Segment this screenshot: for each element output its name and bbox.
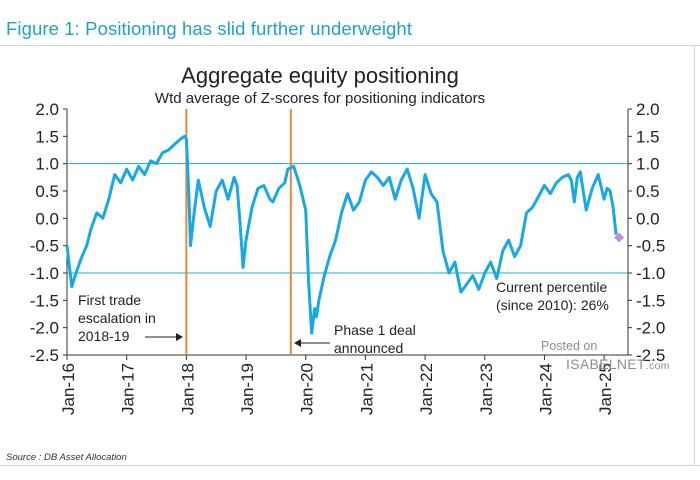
x-tick-label: Jan-19 — [238, 363, 257, 415]
y-tick-label-left: -0.5 — [30, 237, 59, 256]
x-tick-label: Jan-18 — [178, 363, 197, 415]
series-line — [65, 134, 618, 335]
header-divider — [0, 45, 700, 46]
x-tick-label: Jan-22 — [417, 363, 436, 415]
watermark-suffix: .com — [645, 360, 670, 372]
y-tick-label-right: -2.5 — [636, 346, 665, 365]
x-tick-label: Jan-23 — [477, 363, 496, 415]
figure-title: Figure 1: Positioning has slid further u… — [6, 18, 413, 39]
y-tick-label-right: 0.0 — [636, 209, 660, 228]
y-tick-label-left: 0.5 — [35, 182, 59, 201]
y-tick-label-right: -0.5 — [636, 237, 665, 256]
annotation-phase1-arrowhead — [294, 339, 301, 347]
y-tick-label-right: 0.5 — [636, 182, 660, 201]
annotation-trade-arrowhead — [176, 333, 183, 341]
x-tick-label: Jan-24 — [536, 363, 555, 415]
annotation-phase1-line: Phase 1 deal — [334, 322, 416, 338]
x-tick-label: Jan-17 — [119, 363, 138, 415]
source-note: Source : DB Asset Allocation — [6, 452, 127, 463]
annotation-trade-line: First trade — [78, 292, 141, 308]
y-tick-label-left: 2.0 — [35, 100, 59, 119]
watermark-brand: ISABELNET.com — [566, 356, 670, 372]
annotation-phase1-line: announced — [334, 340, 403, 356]
y-tick-label-left: 1.0 — [35, 155, 59, 174]
chart-title: Aggregate equity positioning — [181, 63, 459, 88]
annotation-trade-line: escalation in — [78, 310, 156, 326]
y-tick-label-left: -1.5 — [30, 291, 59, 310]
annotation-current-line: Current percentile — [496, 279, 607, 295]
right-border — [694, 45, 695, 465]
annotation-current-line: (since 2010): 26% — [496, 297, 609, 313]
x-tick-label: Jan-16 — [59, 363, 78, 415]
y-tick-label-left: -1.0 — [30, 264, 59, 283]
y-tick-label-left: -2.5 — [30, 346, 59, 365]
y-tick-label-right: 2.0 — [636, 100, 660, 119]
footer-divider — [0, 465, 700, 466]
y-tick-label-right: 1.5 — [636, 127, 660, 146]
chart-subtitle: Wtd average of Z-scores for positioning … — [154, 90, 486, 107]
x-tick-label: Jan-20 — [298, 363, 317, 415]
watermark-posted: Posted on — [541, 339, 598, 353]
y-tick-label-left: -2.0 — [30, 319, 59, 338]
y-tick-label-right: -1.0 — [636, 264, 665, 283]
annotation-trade-line: 2018-19 — [78, 328, 130, 344]
watermark-brand-name: ISABELNET — [566, 356, 646, 372]
y-tick-label-right: 1.0 — [636, 155, 660, 174]
x-tick-label: Jan-25 — [596, 363, 615, 415]
y-tick-label-left: 1.5 — [35, 127, 59, 146]
current-marker — [614, 232, 625, 243]
x-tick-label: Jan-21 — [357, 363, 376, 415]
y-tick-label-right: -2.0 — [636, 319, 665, 338]
y-tick-label-left: 0.0 — [35, 209, 59, 228]
y-tick-label-right: -1.5 — [636, 291, 665, 310]
